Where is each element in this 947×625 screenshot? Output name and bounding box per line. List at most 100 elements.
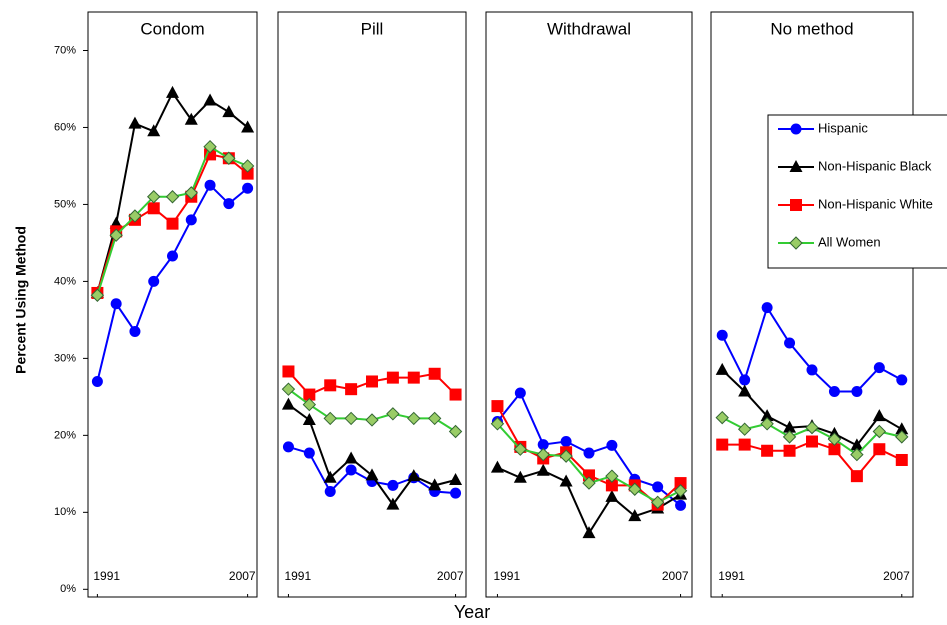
y-tick-label: 40%: [54, 275, 76, 287]
marker: [675, 499, 687, 511]
marker: [872, 409, 886, 422]
marker: [537, 439, 549, 451]
marker: [110, 298, 122, 310]
marker: [583, 447, 595, 459]
marker: [514, 387, 526, 399]
marker: [784, 337, 796, 349]
panel-title: Pill: [361, 19, 384, 38]
marker: [850, 470, 863, 483]
panel-frame: [277, 11, 467, 598]
panel-frame: [485, 11, 693, 598]
marker: [449, 388, 462, 401]
marker: [783, 444, 796, 457]
marker: [344, 411, 358, 426]
marker: [365, 468, 379, 481]
marker: [872, 424, 887, 439]
marker: [128, 209, 142, 223]
marker: [302, 412, 316, 425]
marker: [789, 160, 803, 172]
marker: [90, 288, 105, 302]
marker: [716, 329, 728, 341]
marker: [806, 364, 818, 376]
marker: [715, 410, 729, 425]
marker: [605, 469, 619, 483]
marker: [652, 481, 664, 493]
marker: [166, 85, 179, 98]
legend-label: All Women: [818, 234, 881, 249]
marker: [147, 202, 160, 215]
marker: [761, 444, 774, 457]
marker: [281, 382, 296, 396]
y-tick-label: 60%: [54, 121, 76, 133]
marker: [222, 151, 236, 165]
marker: [536, 447, 550, 462]
y-tick-label: 10%: [54, 506, 76, 518]
x-tick-label: 1991: [718, 569, 745, 583]
marker: [783, 420, 797, 433]
legend-label: Non-Hispanic Black: [818, 158, 932, 173]
marker: [428, 367, 441, 380]
marker: [850, 438, 864, 451]
marker: [428, 478, 442, 491]
marker: [827, 432, 842, 446]
marker: [241, 167, 254, 180]
marker: [147, 124, 161, 137]
y-tick-label: 50%: [54, 198, 76, 210]
x-tick-label: 2007: [437, 569, 464, 583]
marker: [628, 509, 642, 522]
legend-label: Non-Hispanic White: [818, 196, 933, 211]
legend-label: Hispanic: [818, 120, 868, 135]
marker: [559, 474, 573, 487]
marker: [606, 439, 618, 451]
marker: [386, 371, 399, 384]
marker: [167, 250, 178, 262]
marker: [560, 436, 572, 448]
marker: [303, 447, 315, 459]
marker: [148, 275, 160, 287]
marker: [605, 489, 619, 502]
marker: [204, 179, 216, 191]
marker: [873, 362, 885, 374]
marker: [716, 438, 729, 451]
marker: [673, 484, 688, 498]
marker: [851, 385, 863, 397]
marker: [203, 93, 217, 106]
marker: [147, 190, 161, 204]
marker: [739, 374, 751, 386]
marker: [203, 139, 217, 154]
marker: [895, 422, 909, 435]
x-tick-label: 2007: [883, 569, 910, 583]
marker: [204, 148, 217, 161]
marker: [241, 120, 255, 133]
marker: [582, 526, 596, 539]
marker: [366, 375, 378, 388]
y-tick-label: 70%: [54, 44, 76, 56]
marker: [302, 397, 317, 412]
marker: [240, 159, 255, 173]
marker: [790, 199, 802, 211]
marker: [303, 388, 316, 401]
x-tick-label: 2007: [229, 569, 256, 583]
marker: [109, 228, 123, 242]
marker: [223, 198, 235, 210]
marker: [365, 413, 379, 427]
marker: [323, 411, 337, 426]
panel-title: Condom: [140, 19, 204, 38]
marker: [185, 214, 197, 226]
marker: [738, 438, 751, 451]
marker: [895, 453, 908, 466]
y-axis-label: Percent Using Method: [13, 226, 29, 374]
marker: [737, 422, 752, 436]
marker: [895, 430, 909, 444]
marker: [184, 112, 198, 125]
marker: [650, 495, 665, 510]
marker: [490, 417, 505, 431]
marker: [760, 409, 774, 422]
panel-frame: [87, 11, 258, 598]
marker: [282, 365, 295, 378]
marker: [782, 430, 797, 444]
marker: [407, 411, 421, 426]
marker: [324, 486, 336, 498]
